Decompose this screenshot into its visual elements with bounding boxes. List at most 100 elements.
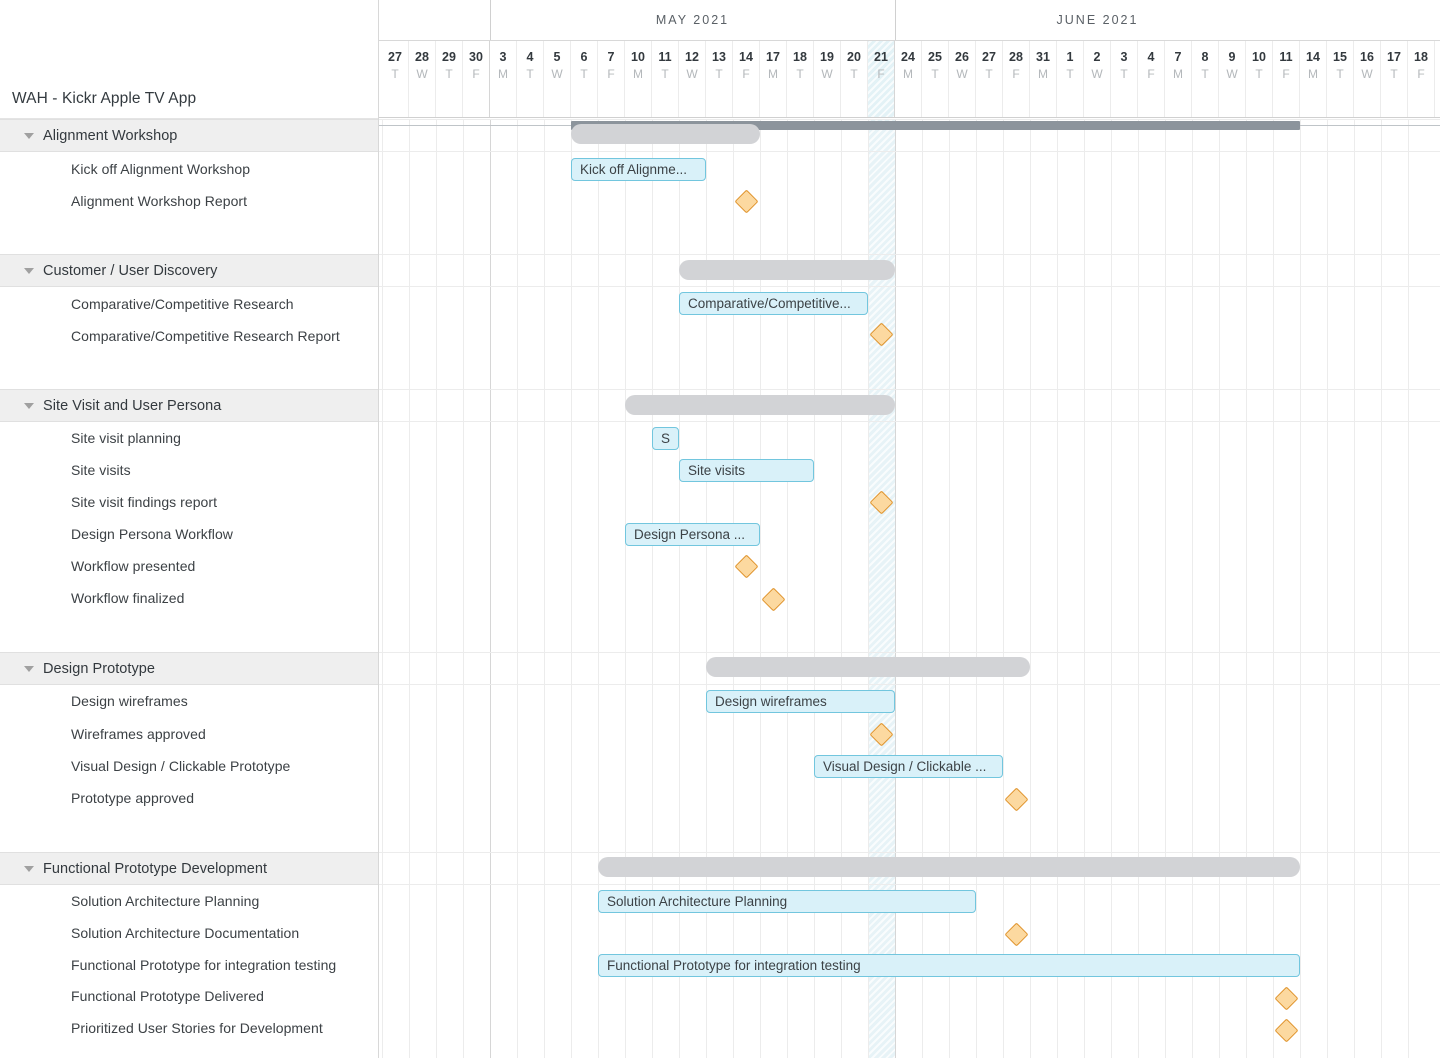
- group-header-0[interactable]: Alignment Workshop: [0, 119, 378, 152]
- task-label[interactable]: Solution Architecture Planning: [71, 893, 260, 909]
- day-column-header[interactable]: 19 W: [814, 41, 841, 118]
- day-column-header[interactable]: 29 T: [436, 41, 463, 118]
- task-label[interactable]: Design wireframes: [71, 693, 188, 709]
- milestone-diamond[interactable]: [734, 189, 759, 214]
- task-label[interactable]: Functional Prototype for integration tes…: [71, 957, 337, 973]
- day-column-header[interactable]: 21 F: [868, 41, 895, 118]
- caret-down-icon[interactable]: [24, 266, 34, 275]
- task-bar[interactable]: Site visits: [679, 459, 814, 482]
- task-label[interactable]: Workflow presented: [71, 558, 196, 574]
- day-column-header[interactable]: 18 F: [1408, 41, 1435, 118]
- task-bar[interactable]: Functional Prototype for integration tes…: [598, 954, 1300, 977]
- group-row-band: [379, 852, 1440, 885]
- project-master-bar[interactable]: [571, 121, 1300, 130]
- day-column-header[interactable]: 14 M: [1300, 41, 1327, 118]
- day-of-week: F: [1417, 67, 1425, 81]
- day-column-header[interactable]: 10 T: [1246, 41, 1273, 118]
- task-bar[interactable]: Design wireframes: [706, 690, 895, 713]
- caret-down-icon[interactable]: [24, 401, 34, 410]
- day-column-header[interactable]: 10 M: [625, 41, 652, 118]
- milestone-diamond[interactable]: [1274, 986, 1299, 1011]
- task-label[interactable]: Visual Design / Clickable Prototype: [71, 758, 291, 774]
- task-label[interactable]: Comparative/Competitive Research Report: [71, 328, 340, 344]
- day-column-header[interactable]: 20 T: [841, 41, 868, 118]
- task-label[interactable]: Comparative/Competitive Research: [71, 296, 294, 312]
- group-summary-bar[interactable]: [598, 857, 1300, 877]
- day-column-header[interactable]: 15 T: [1327, 41, 1354, 118]
- month-label: JUNE 2021: [1056, 13, 1139, 27]
- group-summary-bar[interactable]: [706, 657, 1030, 677]
- day-column-header[interactable]: 28 F: [1003, 41, 1030, 118]
- group-label: Customer / User Discovery: [43, 262, 218, 279]
- task-label[interactable]: Prototype approved: [71, 790, 195, 806]
- milestone-diamond[interactable]: [1004, 922, 1029, 947]
- day-of-week: T: [661, 67, 669, 81]
- milestone-diamond[interactable]: [734, 554, 759, 579]
- gantt-chart-canvas[interactable]: Kick off Alignme... Comparative/Competiti…: [379, 119, 1440, 1058]
- task-bar[interactable]: S: [652, 427, 679, 450]
- day-column-header[interactable]: 27 T: [976, 41, 1003, 118]
- task-label[interactable]: Design Persona Workflow: [71, 526, 233, 542]
- month-band: MAY 2021 JUNE 2021: [379, 0, 1440, 40]
- day-column-header[interactable]: 26 W: [949, 41, 976, 118]
- task-label[interactable]: Workflow finalized: [71, 590, 185, 606]
- caret-down-icon[interactable]: [24, 131, 34, 140]
- day-column-header[interactable]: 17 T: [1381, 41, 1408, 118]
- group-header-4[interactable]: Functional Prototype Development: [0, 852, 378, 885]
- caret-down-icon[interactable]: [24, 664, 34, 673]
- task-label[interactable]: Alignment Workshop Report: [71, 193, 248, 209]
- day-column-header[interactable]: 31 M: [1030, 41, 1057, 118]
- task-label[interactable]: Site visit findings report: [71, 494, 218, 510]
- day-column-header[interactable]: 27 T: [382, 41, 409, 118]
- milestone-diamond[interactable]: [1274, 1018, 1299, 1043]
- group-header-3[interactable]: Design Prototype: [0, 652, 378, 685]
- task-label[interactable]: Prioritized User Stories for Development: [71, 1020, 323, 1036]
- task-bar[interactable]: Kick off Alignme...: [571, 158, 706, 181]
- day-column-header[interactable]: 11 T: [652, 41, 679, 118]
- task-label[interactable]: Solution Architecture Documentation: [71, 925, 300, 941]
- task-bar[interactable]: Solution Architecture Planning: [598, 890, 976, 913]
- day-column-header[interactable]: 14 F: [733, 41, 760, 118]
- day-column-header[interactable]: 18 T: [787, 41, 814, 118]
- day-column-header[interactable]: 13 T: [706, 41, 733, 118]
- grid-line: [706, 119, 707, 1058]
- day-column-header[interactable]: 11 F: [1273, 41, 1300, 118]
- day-column-header[interactable]: 16 W: [1354, 41, 1381, 118]
- task-label[interactable]: Site visits: [71, 462, 131, 478]
- milestone-diamond[interactable]: [1004, 787, 1029, 812]
- group-summary-bar[interactable]: [571, 124, 760, 144]
- day-column-header[interactable]: 24 M: [895, 41, 922, 118]
- task-label[interactable]: Functional Prototype Delivered: [71, 988, 264, 1004]
- group-summary-bar[interactable]: [625, 395, 895, 415]
- day-column-header[interactable]: 28 W: [409, 41, 436, 118]
- task-label[interactable]: Kick off Alignment Workshop: [71, 161, 251, 177]
- caret-down-icon[interactable]: [24, 864, 34, 873]
- group-summary-bar[interactable]: [679, 260, 895, 280]
- task-label[interactable]: Wireframes approved: [71, 726, 206, 742]
- task-bar[interactable]: Comparative/Competitive...: [679, 292, 868, 315]
- group-header-2[interactable]: Site Visit and User Persona: [0, 389, 378, 422]
- day-number: 21: [874, 50, 888, 64]
- milestone-diamond[interactable]: [761, 587, 786, 612]
- day-column-header[interactable]: 25 T: [922, 41, 949, 118]
- task-bar[interactable]: Design Persona ...: [625, 523, 760, 546]
- group-header-1[interactable]: Customer / User Discovery: [0, 254, 378, 287]
- task-label[interactable]: Site visit planning: [71, 430, 181, 446]
- day-column-header[interactable]: 12 W: [679, 41, 706, 118]
- day-column-header[interactable]: 30 F: [463, 41, 490, 118]
- day-number: 20: [847, 50, 861, 64]
- task-bar[interactable]: Visual Design / Clickable ...: [814, 755, 1003, 778]
- day-column-header[interactable]: 17 M: [760, 41, 787, 118]
